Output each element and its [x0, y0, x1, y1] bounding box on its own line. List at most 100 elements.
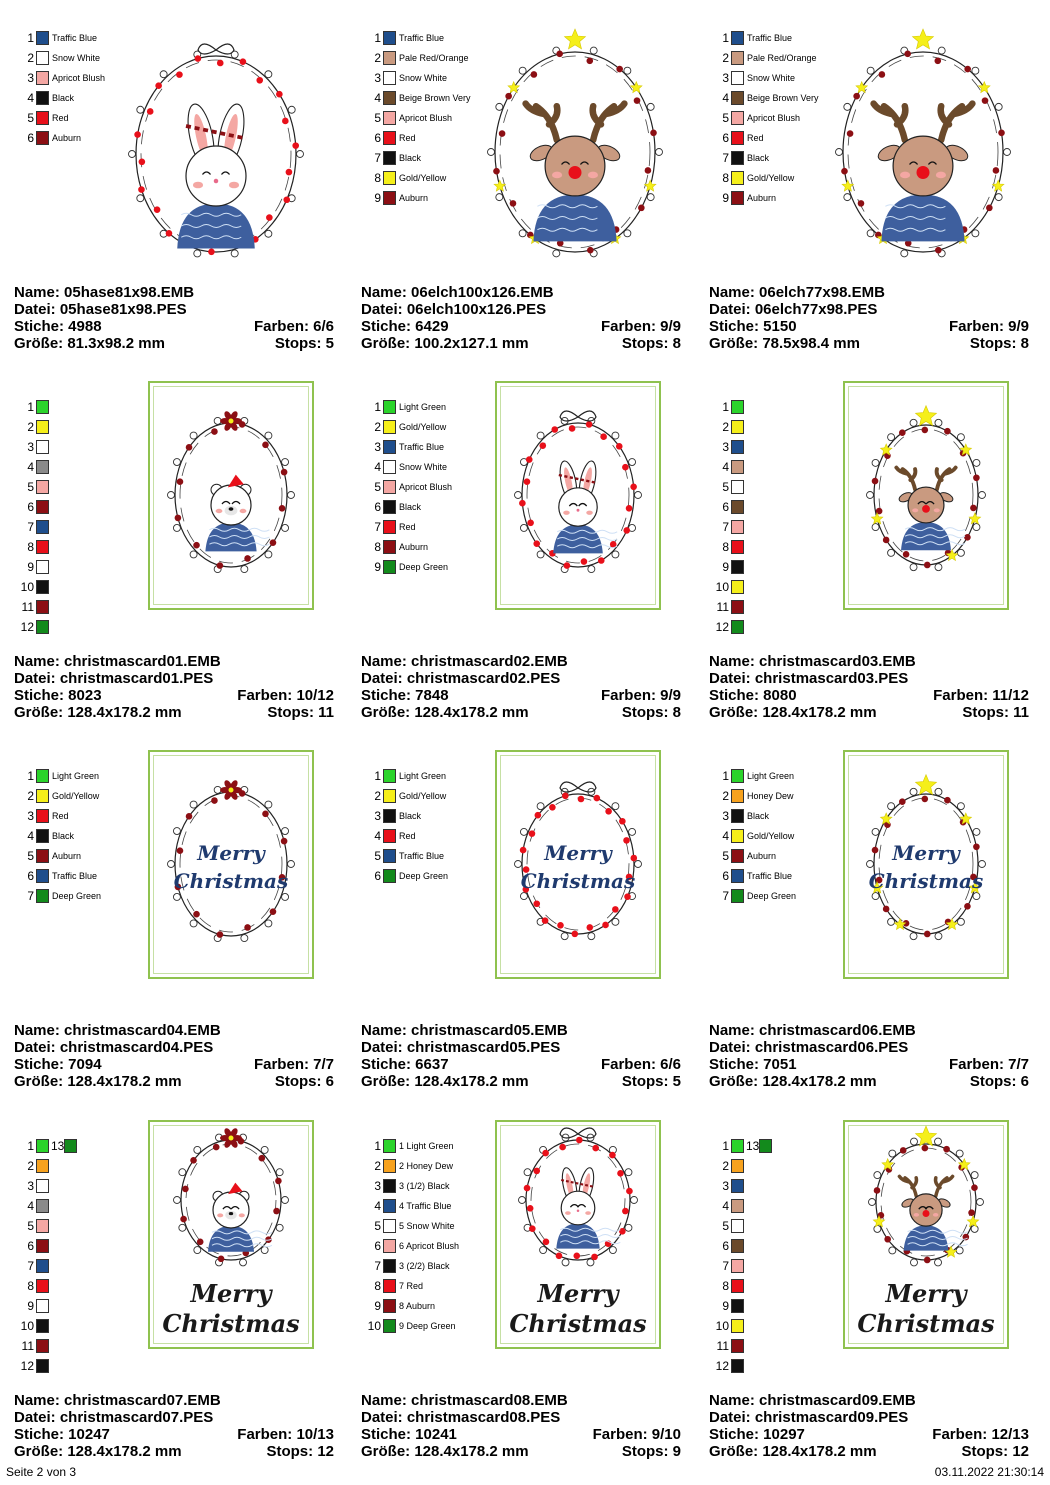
stitch-count: Stiche: 10241 [361, 1426, 457, 1443]
color-name: 1 Light Green [399, 1141, 454, 1151]
berry [212, 1143, 220, 1151]
color-number: 5 [722, 111, 729, 125]
color-count: Farben: 9/9 [948, 318, 1029, 335]
card-outline [843, 381, 1009, 610]
color-name: Gold/Yellow [399, 173, 447, 183]
info-line: Datei: christmascard06.PES [709, 1039, 1029, 1056]
color-row: 5 Apricot Blush [365, 477, 452, 497]
color-swatch [731, 400, 744, 414]
color-number: 5 [374, 1219, 381, 1233]
print-datetime: 03.11.2022 21:30:14 [934, 1465, 1044, 1479]
berry [591, 1253, 598, 1261]
color-swatch [64, 1139, 78, 1153]
color-number: 5 [27, 111, 34, 125]
berry [153, 206, 161, 213]
color-name: 3 (1/2) Black [399, 1181, 450, 1191]
color-number: 10 [20, 1319, 34, 1333]
info-line: Datei: christmascard05.PES [361, 1039, 681, 1056]
design-size: Größe: 128.4x178.2 mm [709, 1073, 877, 1090]
berry [568, 425, 576, 432]
design-cell: 1 2 3 4 5 6 7 8 9 10 11 12 Name: christmascard03.EMB… [709, 369, 1050, 738]
color-swatch [36, 440, 49, 454]
star [957, 1157, 971, 1171]
design-cell: 1 Light Green 2 Honey Dew 3 Black 4 Gold/Yellow… [709, 738, 1050, 1107]
color-number: 3 [722, 809, 729, 823]
info-line: Name: christmascard09.EMB [709, 1392, 1029, 1409]
design-size: Größe: 128.4x178.2 mm [14, 1073, 182, 1090]
info-line: Name: christmascard03.EMB [709, 653, 1029, 670]
berry [211, 797, 218, 804]
color-name: Beige Brown Very [399, 93, 471, 103]
color-swatch [731, 849, 744, 863]
design-cell: 1 1 Light Green 2 2 Honey Dew 3 3 (1/2) Black… [361, 1108, 705, 1477]
color-row: 12 [713, 1356, 744, 1376]
berry [586, 57, 594, 65]
star [966, 1215, 980, 1228]
color-number: 3 [722, 71, 729, 85]
berry [602, 921, 609, 929]
design-name: Name: christmascard02.EMB [361, 653, 568, 670]
color-row: 8 [18, 1276, 49, 1296]
berry [576, 1136, 583, 1144]
stop-count: Stops: 5 [621, 1073, 681, 1090]
stop-count: Stops: 8 [621, 704, 681, 721]
color-number: 11 [21, 600, 34, 614]
berry [935, 246, 942, 254]
color-name: 2 Honey Dew [399, 1161, 454, 1171]
berry [644, 167, 652, 174]
color-row: 7 Black [713, 148, 769, 168]
berry [625, 873, 633, 881]
color-swatch [731, 789, 744, 803]
stitch-count: Stiche: 8023 [14, 687, 102, 704]
star [911, 28, 935, 50]
color-name: Light Green [747, 771, 795, 781]
color-count: Farben: 9/10 [592, 1426, 681, 1443]
color-row: 3 [713, 437, 744, 457]
berry [585, 421, 593, 428]
color-row: 2 Honey Dew [713, 786, 794, 806]
color-number: 3 [722, 440, 729, 454]
info-line: Größe: 128.4x178.2 mm Stops: 6 [14, 1073, 334, 1090]
stop-count: Stops: 5 [274, 335, 334, 352]
card-outline: Merry Christmas [495, 1120, 661, 1349]
info-line: Stiche: 10241 Farben: 9/10 [361, 1426, 681, 1443]
color-number: 3 [374, 440, 381, 454]
color-number: 12 [20, 620, 34, 634]
berry [505, 92, 512, 100]
color-number: 4 [722, 91, 729, 105]
color-swatch [731, 1139, 744, 1153]
bear-figure [205, 474, 270, 552]
info-line: Größe: 128.4x178.2 mm Stops: 12 [709, 1443, 1029, 1460]
color-swatch [383, 151, 396, 165]
design-info: Name: 06elch100x126.EMB Datei: 06elch100x… [361, 284, 681, 352]
card-outline [495, 381, 661, 610]
color-name: Light Green [399, 402, 447, 412]
bunny-figure [553, 460, 618, 554]
color-number: 2 [722, 420, 729, 434]
color-number: 9 [374, 1299, 381, 1313]
color-swatch [36, 71, 49, 85]
design-file: Datei: 06elch77x98.PES [709, 301, 878, 318]
design-size: Größe: 128.4x178.2 mm [709, 1443, 877, 1460]
stop-count: Stops: 8 [969, 335, 1029, 352]
color-swatch [36, 131, 49, 145]
color-swatch [731, 111, 744, 125]
color-row: 9 Auburn [365, 188, 428, 208]
stitch-count: Stiche: 7094 [14, 1056, 102, 1073]
berry [275, 1177, 282, 1185]
berry [619, 1228, 626, 1235]
design-info: Name: 05hase81x98.EMB Datei: 05hase81x98.… [14, 284, 334, 352]
berry [981, 97, 989, 104]
info-line: Stiche: 7051 Farben: 7/7 [709, 1056, 1029, 1073]
color-number: 10 [715, 1319, 729, 1333]
design-cell: 1 13 2 3 4 5 6 7 8 9 10 11 12 Merry Christmas Name: chr… [14, 1108, 358, 1477]
color-number: 2 [27, 789, 34, 803]
design-cell: 1 Light Green 2 Gold/Yellow 3 Traffic Blue 4 Sn… [361, 369, 705, 738]
info-line: Datei: christmascard02.PES [361, 670, 681, 687]
color-row: 6 6 Apricot Blush [365, 1236, 459, 1256]
star [959, 443, 973, 456]
color-number: 7 [27, 1259, 34, 1273]
color-name: Auburn [747, 851, 777, 861]
berry [563, 562, 571, 569]
color-row: 3 Apricot Blush [18, 68, 105, 88]
